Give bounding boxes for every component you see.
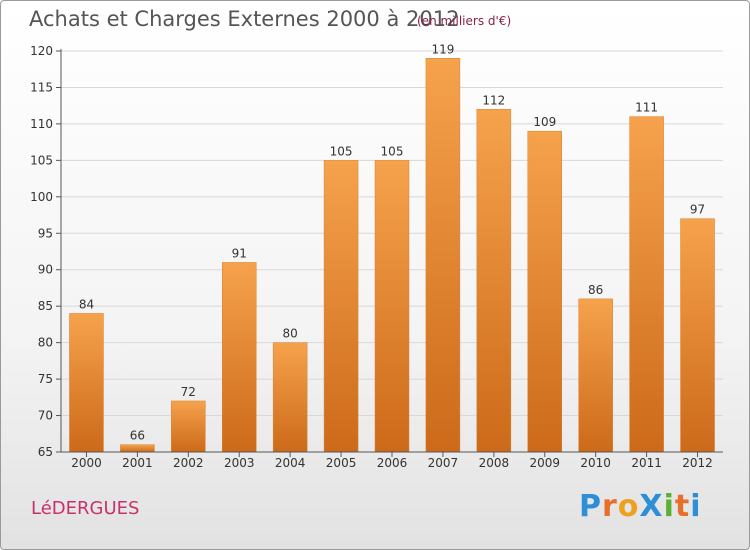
x-tick-label: 2012 bbox=[682, 456, 713, 470]
labels: 65 70 75 80 85 90 95 100 105 110 115 120 84 2000 66 200… bbox=[30, 42, 713, 470]
y-tick-label: 115 bbox=[30, 80, 53, 94]
bar-value-label: 109 bbox=[533, 115, 556, 129]
x-tick-label: 2002 bbox=[173, 456, 204, 470]
logo-letter: t bbox=[674, 489, 691, 524]
commune-name: LéDERGUES bbox=[31, 498, 140, 519]
bar bbox=[221, 262, 257, 453]
bar bbox=[120, 444, 155, 453]
bar bbox=[425, 58, 461, 453]
bar-value-label: 105 bbox=[381, 144, 404, 158]
bar-value-label: 86 bbox=[588, 283, 603, 297]
chart-title: Achats et Charges Externes 2000 à 2012 bbox=[29, 7, 460, 31]
bar bbox=[578, 298, 613, 453]
y-tick-label: 75 bbox=[38, 372, 53, 386]
x-tick-label: 2003 bbox=[224, 456, 255, 470]
x-tick-label: 2009 bbox=[529, 456, 560, 470]
axes bbox=[56, 49, 723, 457]
y-tick-label: 100 bbox=[30, 190, 53, 204]
y-tick-label: 110 bbox=[30, 117, 53, 131]
y-tick-label: 70 bbox=[38, 409, 53, 423]
bar-value-label: 72 bbox=[181, 385, 196, 399]
x-tick-label: 2006 bbox=[377, 456, 408, 470]
bar-value-label: 80 bbox=[283, 327, 298, 341]
logo-letter: i bbox=[663, 489, 675, 524]
x-tick-label: 2005 bbox=[326, 456, 357, 470]
x-tick-label: 2007 bbox=[428, 456, 459, 470]
bar-value-label: 97 bbox=[690, 203, 705, 217]
bar-value-label: 91 bbox=[232, 246, 247, 260]
y-tick-label: 65 bbox=[38, 445, 53, 459]
y-tick-label: 90 bbox=[38, 263, 53, 277]
bar-value-label: 105 bbox=[330, 144, 353, 158]
x-tick-label: 2001 bbox=[122, 456, 153, 470]
bars bbox=[69, 58, 715, 453]
bar-value-label: 112 bbox=[482, 93, 505, 107]
y-tick-label: 105 bbox=[30, 153, 53, 167]
x-tick-label: 2010 bbox=[580, 456, 611, 470]
x-tick-label: 2008 bbox=[479, 456, 510, 470]
logo-letter: i bbox=[690, 489, 702, 524]
bar bbox=[171, 400, 206, 453]
bar-value-label: 66 bbox=[130, 429, 145, 443]
bar bbox=[476, 109, 512, 453]
bar-value-label: 84 bbox=[79, 297, 94, 311]
y-tick-label: 95 bbox=[38, 226, 53, 240]
y-tick-label: 80 bbox=[38, 336, 53, 350]
bar bbox=[272, 342, 308, 453]
bar-value-label: 119 bbox=[431, 42, 454, 56]
y-tick-label: 85 bbox=[38, 299, 53, 313]
logo-letter: o bbox=[617, 489, 640, 524]
chart-subtitle: (en milliers d'€) bbox=[417, 14, 512, 28]
bar bbox=[323, 160, 359, 453]
bar-value-label: 111 bbox=[635, 101, 658, 115]
bar bbox=[374, 160, 410, 453]
bar bbox=[629, 116, 664, 453]
bar bbox=[527, 130, 563, 453]
x-tick-label: 2000 bbox=[71, 456, 102, 470]
bar bbox=[69, 313, 104, 453]
x-tick-label: 2011 bbox=[631, 456, 662, 470]
y-tick-label: 120 bbox=[30, 44, 53, 58]
logo-letter: r bbox=[602, 489, 618, 524]
logo-letter: P bbox=[579, 489, 602, 524]
logo-letter: X bbox=[639, 489, 664, 524]
bar bbox=[680, 218, 715, 453]
x-tick-label: 2004 bbox=[275, 456, 306, 470]
proxiti-logo: ProXiti bbox=[579, 489, 702, 524]
